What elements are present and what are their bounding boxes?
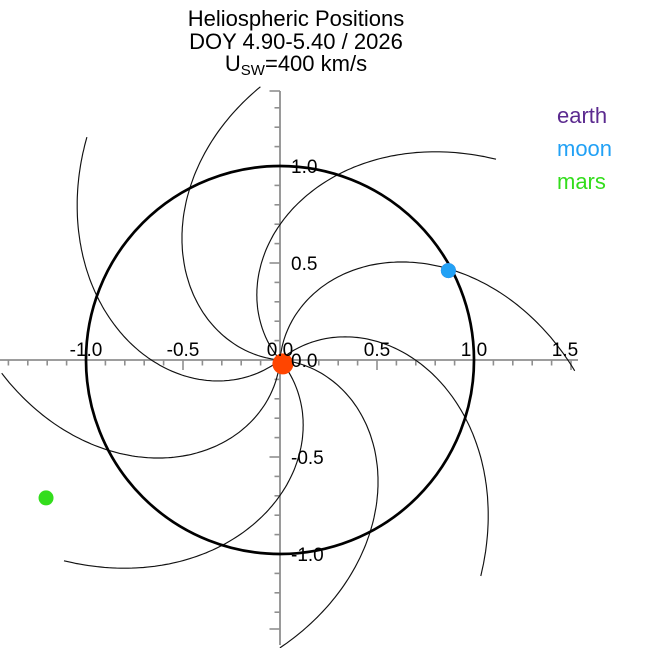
parker-spiral	[279, 359, 379, 648]
y-tick-label: 0.0	[291, 351, 317, 372]
x-tick-label: 1.0	[461, 340, 487, 361]
y-tick-label: -1.0	[291, 545, 324, 566]
parker-spiral	[1, 363, 281, 459]
chart-subtitle-doy: DOY 4.90-5.40 / 2026	[189, 28, 403, 54]
sun-marker	[272, 353, 294, 375]
x-tick-label: -0.5	[167, 340, 200, 361]
x-tick-label: 0.5	[364, 340, 390, 361]
y-tick-label: -0.5	[291, 448, 324, 469]
parker-spiral	[256, 151, 497, 358]
parker-spiral	[279, 261, 576, 372]
orbit-circle	[84, 164, 476, 556]
moon-marker	[440, 263, 456, 279]
x-tick-label: 0.0	[267, 340, 293, 361]
usw-value: =400 km/s	[264, 51, 368, 76]
legend-item-mars: mars	[557, 169, 606, 194]
usw-symbol: U	[224, 51, 241, 76]
mars-marker	[38, 490, 54, 506]
chart-title-block: Heliospheric Positions DOY 4.90-5.40 / 2…	[0, 6, 592, 83]
parker-spiral	[282, 336, 489, 577]
parker-spiral	[181, 86, 277, 361]
chart-subtitle-usw: USW=400 km/s	[0, 51, 592, 83]
x-tick-label: -1.0	[70, 340, 103, 361]
chart-title: Heliospheric Positions	[187, 6, 405, 31]
y-tick-label: 1.0	[291, 157, 317, 178]
x-tick-label: 1.5	[552, 340, 578, 361]
legend: earth moon mars	[557, 99, 612, 198]
parker-spiral	[76, 136, 278, 382]
y-tick-label: 0.5	[291, 254, 317, 275]
parker-spiral	[63, 362, 304, 569]
usw-subscript: SW	[240, 62, 265, 79]
legend-item-earth: earth	[557, 103, 608, 128]
legend-item-moon: moon	[557, 136, 613, 161]
